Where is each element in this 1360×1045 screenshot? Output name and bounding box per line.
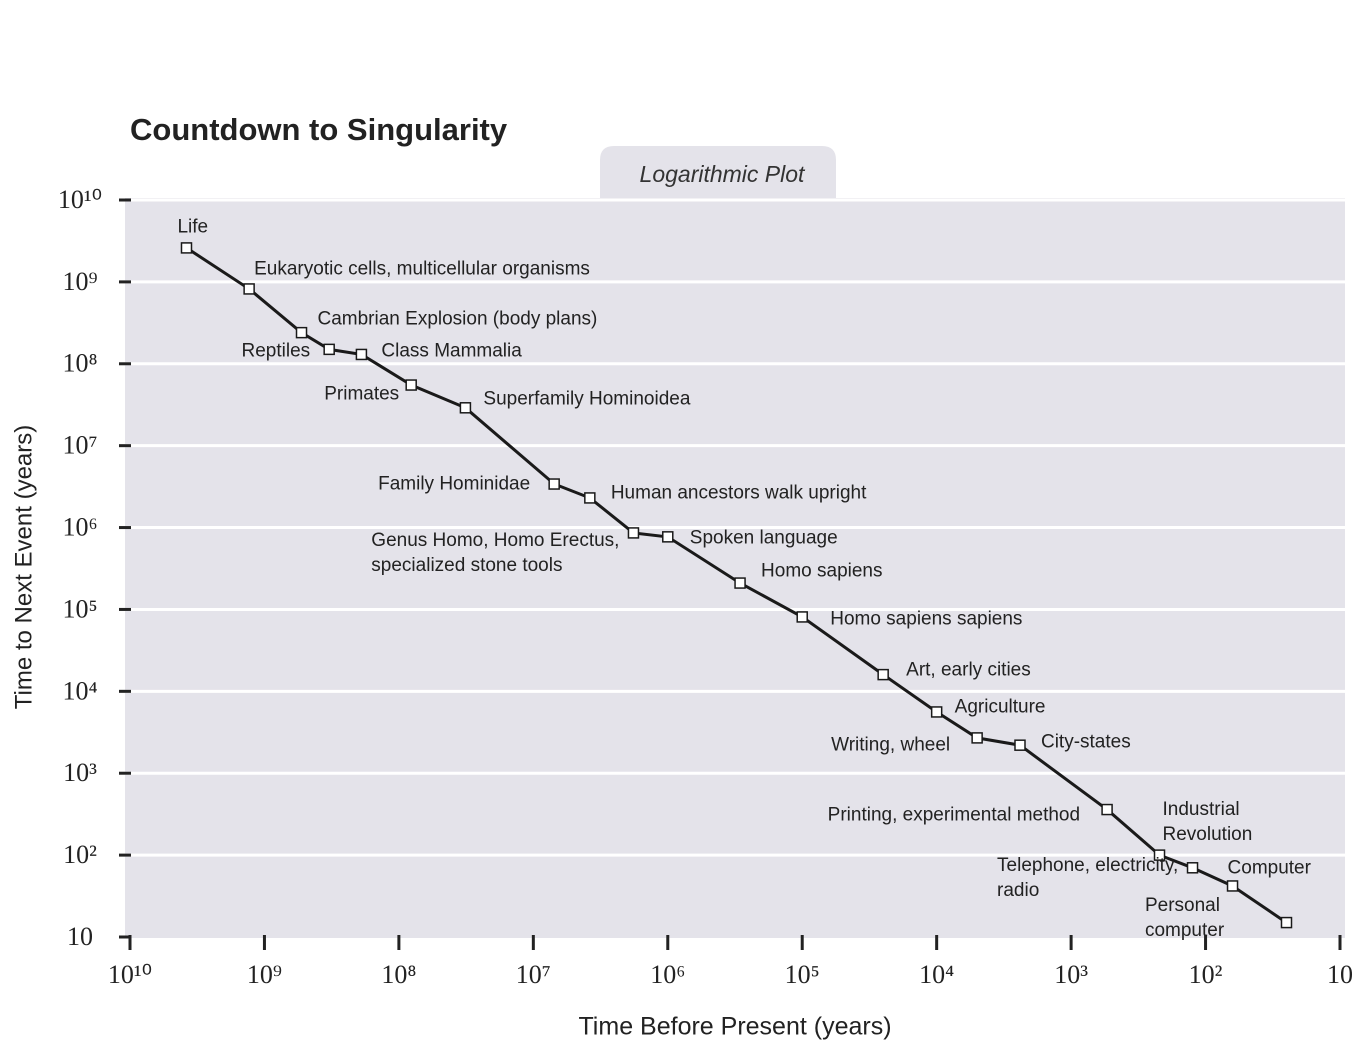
point-marker xyxy=(1228,881,1238,891)
y-tick-label: 10⁷ xyxy=(62,431,97,460)
point-label: Cambrian Explosion (body plans) xyxy=(318,306,598,331)
point-label: Class Mammalia xyxy=(381,339,521,364)
point-label: Art, early cities xyxy=(906,657,1031,682)
point-label: Agriculture xyxy=(955,694,1046,719)
point-label: Writing, wheel xyxy=(831,732,950,757)
point-label: Life xyxy=(177,214,208,239)
point-marker xyxy=(585,493,595,503)
point-label: Printing, experimental method xyxy=(828,802,1080,827)
y-tick-label: 10⁵ xyxy=(62,594,97,623)
x-tick-label: 10¹⁰ xyxy=(108,960,152,989)
point-marker xyxy=(735,578,745,588)
x-tick-label: 10⁶ xyxy=(650,960,685,989)
y-tick-label: 10⁸ xyxy=(62,349,97,378)
y-tick-label: 10³ xyxy=(63,758,97,787)
x-tick-label: 10 xyxy=(1327,960,1353,989)
point-label: Computer xyxy=(1228,855,1311,880)
point-marker xyxy=(297,328,307,338)
point-marker xyxy=(797,612,807,622)
x-tick-label: 10⁷ xyxy=(516,960,551,989)
y-tick-label: 10⁹ xyxy=(62,267,97,296)
x-tick-label: 10³ xyxy=(1054,960,1088,989)
y-axis-title: Time to Next Event (years) xyxy=(10,425,37,710)
point-marker xyxy=(878,670,888,680)
point-marker xyxy=(1102,805,1112,815)
point-label: Personal computer xyxy=(1145,893,1253,943)
point-marker xyxy=(932,707,942,717)
x-axis-title: Time Before Present (years) xyxy=(578,1013,891,1041)
point-marker xyxy=(1188,863,1198,873)
point-label: Superfamily Hominoidea xyxy=(483,386,690,411)
point-marker xyxy=(549,479,559,489)
point-marker xyxy=(324,344,334,354)
point-label: Industrial Revolution xyxy=(1163,797,1253,847)
point-label: Spoken language xyxy=(690,525,838,550)
point-marker xyxy=(244,284,254,294)
point-marker xyxy=(1015,740,1025,750)
point-label: Genus Homo, Homo Erectus, specialized st… xyxy=(371,528,619,578)
point-marker xyxy=(628,528,638,538)
point-label: City-states xyxy=(1041,730,1131,755)
y-tick-label: 10¹⁰ xyxy=(58,185,102,214)
x-tick-label: 10⁴ xyxy=(919,960,954,989)
point-label: Family Hominidae xyxy=(378,472,530,497)
point-label: Homo sapiens xyxy=(761,559,882,584)
point-marker xyxy=(460,403,470,413)
chart-title: Countdown to Singularity xyxy=(130,112,508,147)
point-label: Homo sapiens sapiens xyxy=(830,606,1022,631)
point-marker xyxy=(972,733,982,743)
x-tick-label: 10⁵ xyxy=(785,960,820,989)
y-tick-label: 10⁴ xyxy=(62,676,97,705)
point-label: Reptiles xyxy=(242,339,311,364)
point-label: Human ancestors walk upright xyxy=(611,480,867,505)
y-tick-label: 10⁶ xyxy=(62,513,97,542)
point-label: Eukaryotic cells, multicellular organism… xyxy=(254,256,590,281)
point-marker xyxy=(356,349,366,359)
y-tick-label: 10² xyxy=(63,840,97,869)
point-marker xyxy=(181,243,191,253)
point-label: Primates xyxy=(324,382,399,407)
x-tick-label: 10⁹ xyxy=(247,960,282,989)
x-tick-label: 10² xyxy=(1189,960,1223,989)
x-tick-label: 10⁸ xyxy=(381,960,416,989)
subtitle: Logarithmic Plot xyxy=(640,161,807,187)
point-marker xyxy=(406,380,416,390)
point-marker xyxy=(1281,918,1291,928)
point-marker xyxy=(663,532,673,542)
page: Countdown to Singularity Logarithmic Plo… xyxy=(0,0,1360,1045)
y-tick-label: 10 xyxy=(67,922,93,951)
